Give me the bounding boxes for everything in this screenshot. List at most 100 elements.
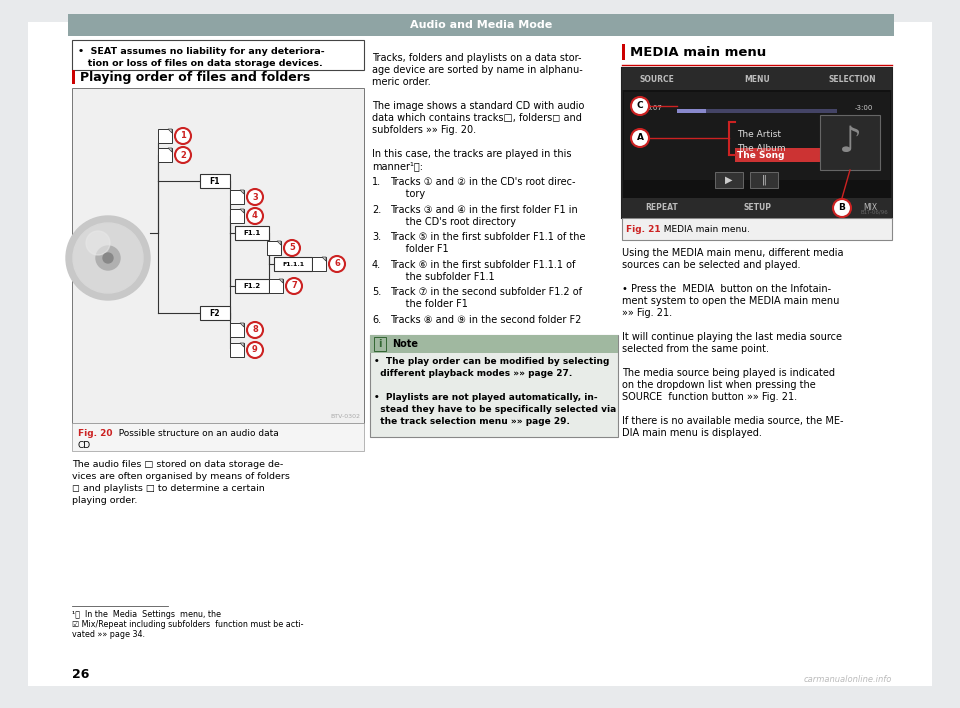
- Text: playing order.: playing order.: [72, 496, 137, 505]
- Text: CD: CD: [78, 442, 91, 450]
- Bar: [230, 190, 244, 204]
- Circle shape: [833, 199, 851, 217]
- Polygon shape: [322, 257, 326, 261]
- Circle shape: [631, 129, 649, 147]
- Text: carmanualonline.info: carmanualonline.info: [804, 675, 892, 685]
- Bar: [735, 148, 825, 162]
- Text: 9: 9: [252, 346, 258, 355]
- Circle shape: [247, 208, 263, 224]
- Text: SELECTION: SELECTION: [828, 74, 876, 84]
- Polygon shape: [240, 190, 244, 194]
- Text: F2: F2: [209, 309, 220, 317]
- Text: »» Fig. 21.: »» Fig. 21.: [622, 308, 672, 318]
- Text: ▶: ▶: [725, 175, 732, 185]
- Bar: [312, 257, 326, 271]
- Text: SOURCE  function button »» Fig. 21.: SOURCE function button »» Fig. 21.: [622, 392, 797, 402]
- Polygon shape: [279, 279, 283, 283]
- Text: Possible structure on an audio data: Possible structure on an audio data: [113, 428, 278, 438]
- FancyBboxPatch shape: [72, 40, 364, 70]
- Text: 2.: 2.: [372, 205, 381, 215]
- Polygon shape: [240, 323, 244, 327]
- Text: i: i: [378, 338, 382, 348]
- Text: The Artist: The Artist: [737, 130, 781, 139]
- Text: 1: 1: [180, 132, 186, 140]
- Text: data which contains tracks□, folders◻ and: data which contains tracks□, folders◻ an…: [372, 113, 582, 123]
- Text: It will continue playing the last media source: It will continue playing the last media …: [622, 332, 842, 342]
- Text: Tracks ③ and ④ in the first folder F1 in: Tracks ③ and ④ in the first folder F1 in: [390, 205, 578, 215]
- Text: The Album: The Album: [737, 144, 785, 153]
- Text: Fig. 21: Fig. 21: [626, 224, 660, 234]
- Text: selected from the same point.: selected from the same point.: [622, 344, 769, 354]
- Text: If there is no available media source, the ME-: If there is no available media source, t…: [622, 416, 844, 426]
- Text: DIA main menu is displayed.: DIA main menu is displayed.: [622, 428, 762, 438]
- Text: The audio files □ stored on data storage de-: The audio files □ stored on data storage…: [72, 460, 283, 469]
- Text: 5.: 5.: [372, 287, 381, 297]
- Bar: [622, 198, 892, 218]
- Text: A: A: [636, 134, 643, 142]
- Text: 3.: 3.: [372, 232, 381, 242]
- Text: the folder F1: the folder F1: [390, 299, 468, 309]
- Text: • Press the  MEDIA  button on the Infotain-: • Press the MEDIA button on the Infotain…: [622, 284, 831, 294]
- Text: 26: 26: [72, 668, 89, 680]
- Text: Track ⑥ in the first subfolder F1.1.1 of: Track ⑥ in the first subfolder F1.1.1 of: [390, 260, 575, 270]
- Text: ☑ Mix/Repeat including subfolders  function must be acti-: ☑ Mix/Repeat including subfolders functi…: [72, 620, 303, 629]
- Text: Tracks, folders and playlists on a data stor-: Tracks, folders and playlists on a data …: [372, 53, 582, 63]
- Text: 6.: 6.: [372, 315, 381, 325]
- Text: C: C: [636, 101, 643, 110]
- Bar: [370, 335, 618, 437]
- Text: The media source being played is indicated: The media source being played is indicat…: [622, 368, 835, 378]
- Bar: [750, 172, 778, 188]
- Bar: [715, 172, 743, 188]
- Text: sources can be selected and played.: sources can be selected and played.: [622, 260, 801, 270]
- Polygon shape: [168, 148, 172, 152]
- Text: 1.: 1.: [372, 177, 381, 187]
- Bar: [235, 226, 269, 240]
- Bar: [624, 92, 890, 180]
- Circle shape: [66, 216, 150, 300]
- Text: F1: F1: [209, 176, 220, 185]
- Text: ¹⧣  In the  Media  Settings  menu, the: ¹⧣ In the Media Settings menu, the: [72, 610, 221, 619]
- Text: meric order.: meric order.: [372, 77, 431, 87]
- Text: B1T-06/96: B1T-06/96: [860, 209, 888, 214]
- Text: Track ⑤ in the first subfolder F1.1 of the: Track ⑤ in the first subfolder F1.1 of t…: [390, 232, 586, 242]
- Bar: [677, 109, 837, 113]
- Text: 4.: 4.: [372, 260, 381, 270]
- Bar: [200, 306, 230, 320]
- Text: age device are sorted by name in alphanu-: age device are sorted by name in alphanu…: [372, 65, 583, 75]
- Bar: [68, 14, 894, 36]
- Bar: [820, 115, 880, 170]
- Text: folder F1: folder F1: [390, 244, 448, 254]
- Text: •  Playlists are not played automatically, in-: • Playlists are not played automatically…: [374, 393, 598, 401]
- Text: manner¹⧣:: manner¹⧣:: [372, 161, 423, 171]
- Bar: [158, 129, 172, 143]
- Text: ◻ and playlists □ to determine a certain: ◻ and playlists □ to determine a certain: [72, 484, 265, 493]
- Bar: [622, 218, 892, 240]
- Bar: [622, 68, 892, 90]
- Circle shape: [247, 342, 263, 358]
- Text: the track selection menu »» page 29.: the track selection menu »» page 29.: [374, 416, 570, 426]
- Bar: [200, 174, 230, 188]
- Text: Playing order of files and folders: Playing order of files and folders: [80, 71, 310, 84]
- Text: -3:00: -3:00: [854, 105, 874, 111]
- Bar: [230, 323, 244, 337]
- Circle shape: [86, 231, 110, 255]
- Text: Track ⑦ in the second subfolder F1.2 of: Track ⑦ in the second subfolder F1.2 of: [390, 287, 582, 297]
- Polygon shape: [240, 343, 244, 347]
- Text: MEDIA main menu: MEDIA main menu: [630, 45, 766, 59]
- Text: the subfolder F1.1: the subfolder F1.1: [390, 272, 494, 282]
- Bar: [622, 68, 892, 218]
- Text: Tracks ⑧ and ⑨ in the second folder F2: Tracks ⑧ and ⑨ in the second folder F2: [390, 315, 582, 325]
- Text: 3: 3: [252, 193, 258, 202]
- Bar: [677, 109, 706, 113]
- Bar: [72, 88, 364, 423]
- Bar: [230, 343, 244, 357]
- Text: REPEAT: REPEAT: [646, 203, 679, 212]
- Text: F1.1.1: F1.1.1: [282, 261, 304, 266]
- Text: 6: 6: [334, 260, 340, 268]
- Bar: [370, 335, 618, 353]
- Circle shape: [96, 246, 120, 270]
- Text: Audio and Media Mode: Audio and Media Mode: [410, 20, 552, 30]
- Bar: [267, 241, 281, 255]
- Text: In this case, the tracks are played in this: In this case, the tracks are played in t…: [372, 149, 571, 159]
- Text: stead they have to be specifically selected via: stead they have to be specifically selec…: [374, 404, 616, 413]
